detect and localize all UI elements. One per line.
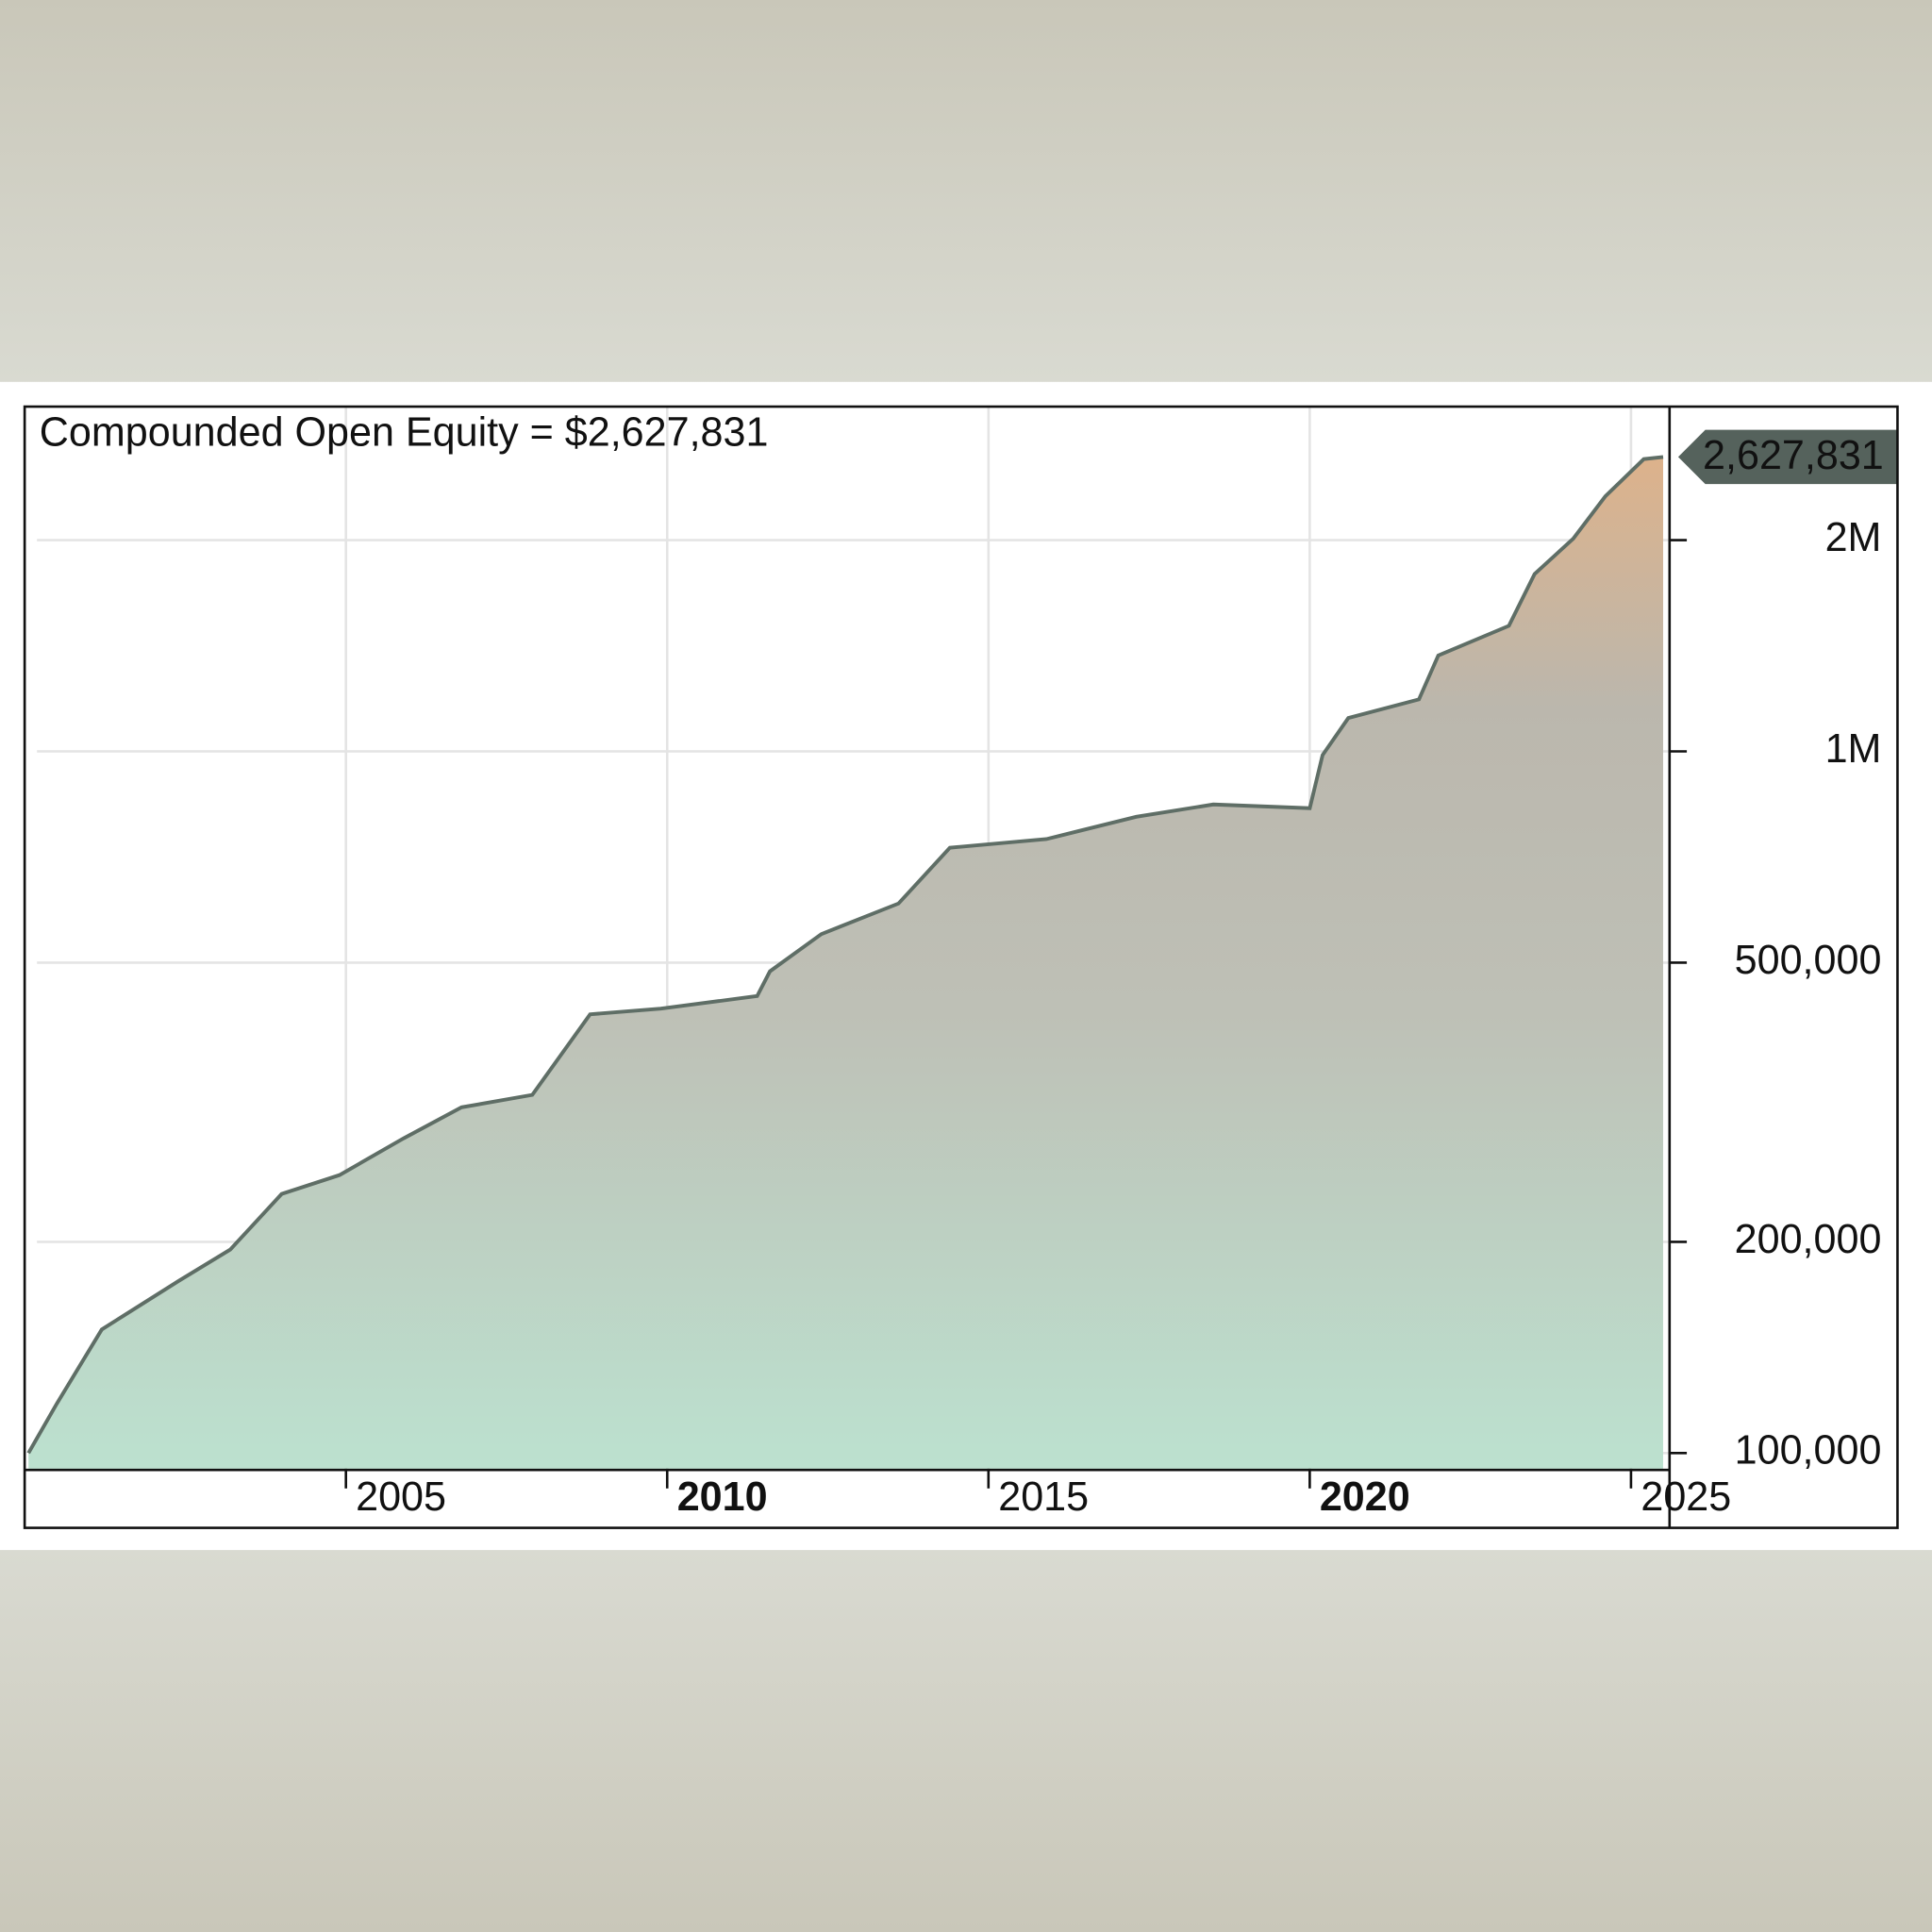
last-value-badge: 2,627,831 [1677,429,1898,485]
y-tick-label: 500,000 [1735,938,1882,983]
x-tick-label: 2005 [356,1474,446,1520]
x-tick-label: 2010 [677,1474,768,1520]
y-tick-label: 200,000 [1735,1217,1882,1262]
last-value-label: 2,627,831 [1703,433,1884,478]
y-tick-label: 2M [1825,515,1882,560]
chart-title: Compounded Open Equity = $2,627,831 [40,409,769,455]
x-tick-label: 2025 [1641,1474,1731,1520]
top-band [0,0,1932,382]
equity-line [26,455,1664,1455]
frame [23,405,1899,1529]
bottom-band [0,1550,1932,1932]
x-tick-label: 2015 [998,1474,1089,1520]
y-tick-label: 100,000 [1735,1428,1882,1474]
plot [26,407,1670,1469]
x-tick-label: 2020 [1320,1474,1410,1520]
y-tick-label: 1M [1825,726,1882,772]
area-fill [28,457,1664,1469]
badge-shape [1677,429,1898,485]
